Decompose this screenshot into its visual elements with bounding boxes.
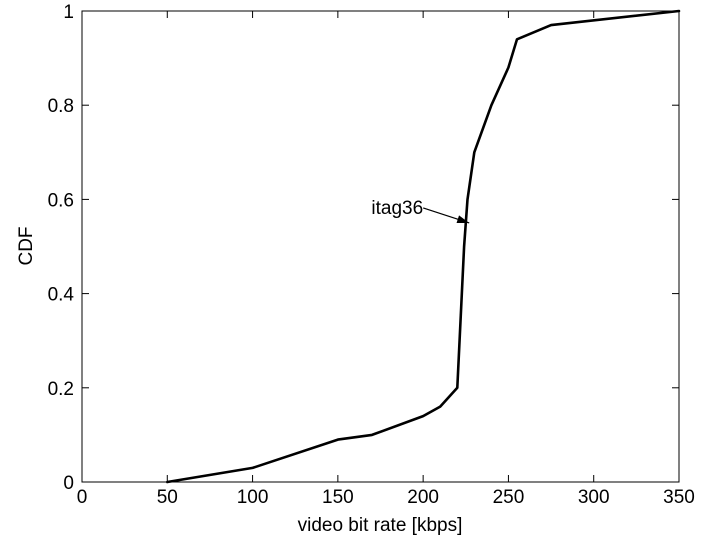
x-tick-label: 350 — [663, 487, 695, 508]
annotation-label: itag36 — [371, 198, 423, 219]
plot-area — [82, 11, 679, 482]
y-tick-label: 0.4 — [48, 285, 75, 306]
y-tick-label: 0 — [63, 473, 74, 494]
x-axis-title: video bit rate [kbps] — [298, 515, 463, 536]
x-tick-label: 300 — [578, 487, 610, 508]
y-axis-title: CDF — [16, 226, 37, 265]
y-tick-label: 0.2 — [48, 379, 74, 400]
x-tick-label: 250 — [493, 487, 525, 508]
x-tick-label: 200 — [407, 487, 439, 508]
y-tick-label: 0.6 — [48, 190, 74, 211]
y-tick-label: 1 — [63, 2, 74, 23]
x-tick-label: 50 — [157, 487, 178, 508]
x-tick-label: 0 — [77, 487, 88, 508]
x-tick-label: 150 — [322, 487, 354, 508]
x-tick-label: 100 — [237, 487, 269, 508]
y-tick-label: 0.8 — [48, 96, 74, 117]
